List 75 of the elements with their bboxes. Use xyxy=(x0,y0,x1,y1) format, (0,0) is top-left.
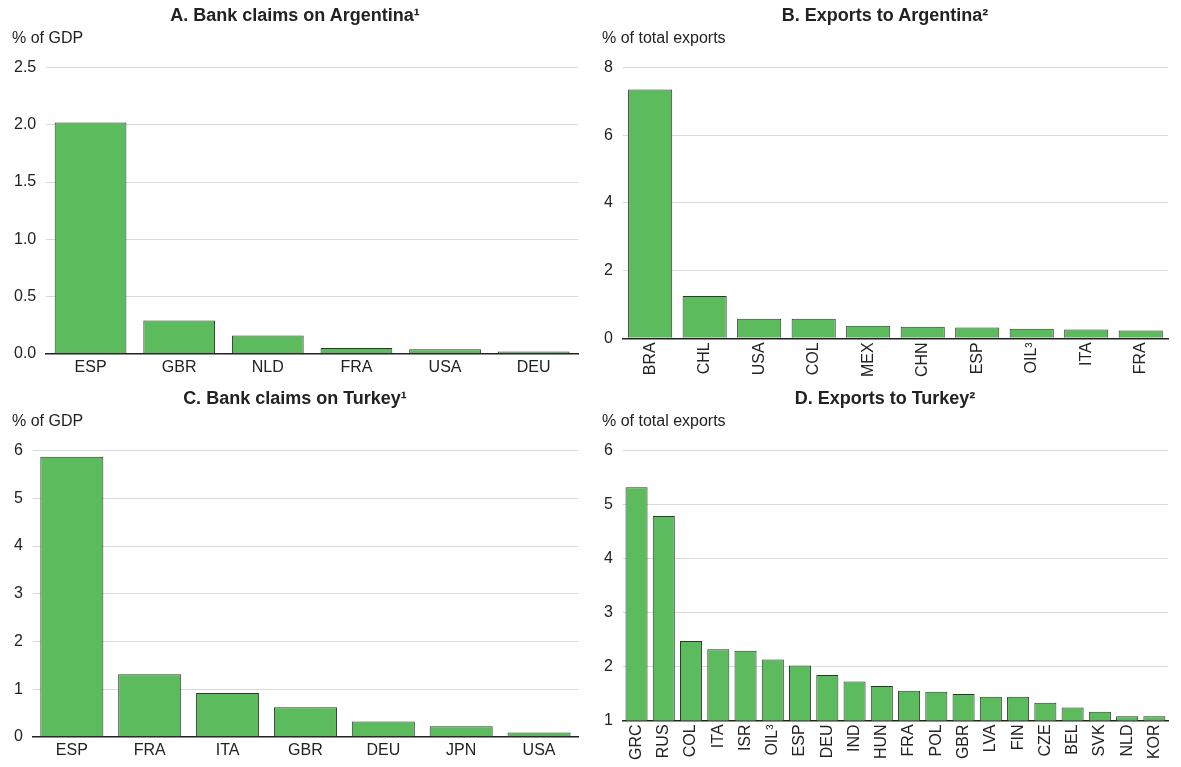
y-tick-label: 2 xyxy=(13,631,23,649)
x-tick-label: NLD xyxy=(1117,724,1135,757)
y-tick-label: 0 xyxy=(603,328,613,346)
y-tick-label: 2.0 xyxy=(13,115,37,133)
x-tick-label: FRA xyxy=(133,740,167,758)
x-tick-label: CHL xyxy=(695,342,713,375)
x-tick-label: ITA xyxy=(215,740,240,758)
x-tick-label: JPN xyxy=(446,740,477,758)
y-tick-label: 2.5 xyxy=(13,58,37,76)
x-tick-label: FRA xyxy=(1131,342,1149,375)
y-tick-label: 6 xyxy=(603,125,613,143)
x-tick-label: ESP xyxy=(790,724,808,757)
x-tick-label: CHN xyxy=(913,342,931,377)
y-tick-label: 1 xyxy=(603,710,613,728)
x-tick-label: KOR xyxy=(1144,724,1162,760)
x-tick-label: SVK xyxy=(1090,724,1108,757)
x-tick-label: LVA xyxy=(981,724,999,753)
y-tick-label: 0.5 xyxy=(13,286,37,304)
x-tick-label: POL xyxy=(926,724,944,757)
x-tick-label: COL xyxy=(681,724,699,758)
y-tick-label: 2 xyxy=(603,656,613,674)
x-tick-label: GBR xyxy=(288,740,323,758)
y-tick-label: 2 xyxy=(603,261,613,279)
x-tick-label: GRC xyxy=(626,724,644,761)
x-tick-label: DEU xyxy=(817,724,835,759)
x-tick-label: USA xyxy=(522,740,556,758)
x-tick-label: CZE xyxy=(1035,724,1053,757)
x-tick-label: USA xyxy=(428,357,462,375)
chart-title: A. Bank claims on Argentina¹ xyxy=(169,4,421,27)
x-tick-label: BRA xyxy=(640,342,658,376)
y-axis-title: % of total exports xyxy=(601,411,727,431)
y-tick-label: 4 xyxy=(603,548,613,566)
x-tick-label: HUN xyxy=(872,724,890,760)
y-axis-title: % of GDP xyxy=(11,28,85,48)
x-tick-label: FRA xyxy=(340,357,373,375)
y-tick-label: 4 xyxy=(13,536,23,554)
x-tick-label: RUS xyxy=(654,724,672,759)
y-tick-label: 0.0 xyxy=(13,344,37,362)
x-tick-label: ESP xyxy=(74,357,107,375)
y-tick-label: 1 xyxy=(13,679,23,697)
x-tick-label: ESP xyxy=(967,342,985,375)
y-tick-label: 6 xyxy=(603,441,613,459)
x-tick-label: DEU xyxy=(366,740,401,758)
x-tick-label: USA xyxy=(749,342,767,376)
x-tick-label: ISR xyxy=(735,724,753,752)
x-tick-label: ESP xyxy=(55,740,88,758)
x-tick-label: MEX xyxy=(858,342,876,377)
x-tick-label: OIL³ xyxy=(763,723,781,756)
x-tick-label: GBR xyxy=(953,724,971,760)
y-tick-label: 8 xyxy=(603,58,613,76)
x-tick-label: ITA xyxy=(1076,342,1094,367)
x-tick-label: GBR xyxy=(161,357,197,375)
y-tick-label: 3 xyxy=(603,602,613,620)
chart-title: D. Exports to Turkey² xyxy=(793,387,977,410)
y-axis-title: % of total exports xyxy=(601,28,727,48)
y-tick-label: 1.5 xyxy=(13,172,37,190)
x-tick-label: ITA xyxy=(708,724,726,749)
y-tick-label: 3 xyxy=(13,584,23,602)
x-tick-label: COL xyxy=(804,342,822,376)
y-tick-label: 4 xyxy=(603,193,613,211)
chart-title: B. Exports to Argentina² xyxy=(780,4,990,27)
y-tick-label: 0 xyxy=(13,727,23,745)
x-tick-label: DEU xyxy=(516,357,551,375)
x-tick-label: IND xyxy=(844,724,862,753)
x-tick-label: NLD xyxy=(251,357,284,375)
y-tick-label: 6 xyxy=(13,441,23,459)
x-tick-label: FRA xyxy=(899,724,917,757)
y-axis-title: % of GDP xyxy=(11,411,85,431)
chart-title: C. Bank claims on Turkey¹ xyxy=(182,387,408,410)
y-tick-label: 1.0 xyxy=(13,229,37,247)
x-tick-label: OIL³ xyxy=(1022,341,1040,374)
y-tick-label: 5 xyxy=(603,494,613,512)
x-tick-label: FIN xyxy=(1008,724,1026,751)
x-tick-label: BEL xyxy=(1063,724,1081,755)
y-tick-label: 5 xyxy=(13,488,23,506)
